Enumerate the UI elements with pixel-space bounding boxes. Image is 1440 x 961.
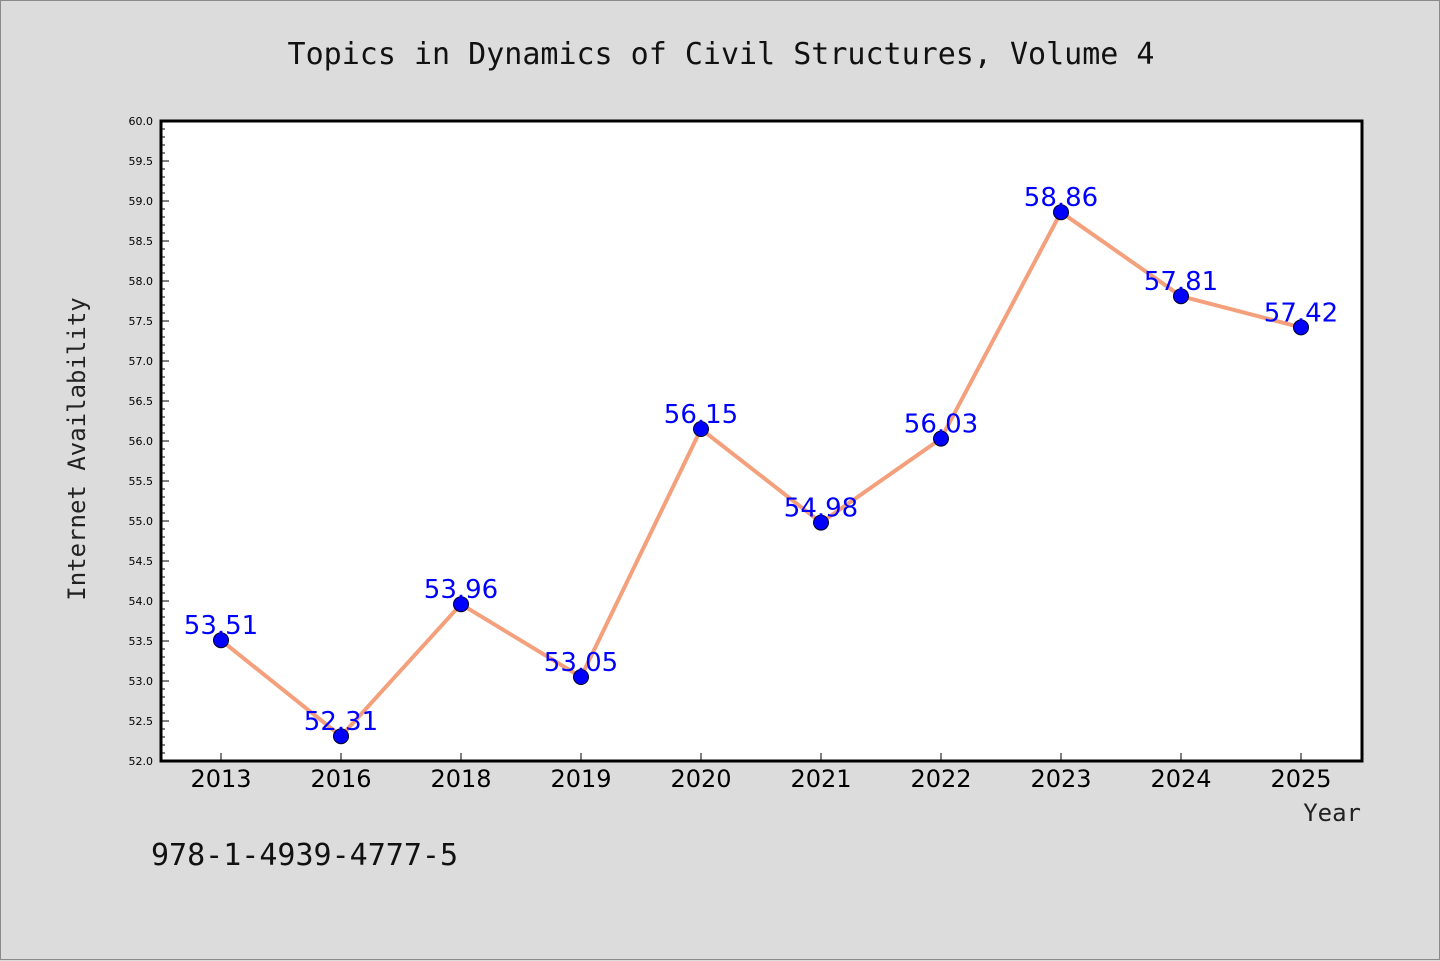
y-tick-label: 56.0 bbox=[129, 435, 154, 448]
data-label: 57.42 bbox=[1264, 298, 1338, 328]
data-label: 52.31 bbox=[304, 707, 378, 737]
x-tick-label: 2021 bbox=[790, 765, 851, 793]
x-tick-label: 2020 bbox=[670, 765, 731, 793]
data-point bbox=[1053, 204, 1069, 221]
data-label: 53.96 bbox=[424, 575, 498, 605]
x-tick-label: 2023 bbox=[1030, 765, 1091, 793]
data-label: 57.81 bbox=[1144, 267, 1218, 297]
data-label: 53.05 bbox=[544, 648, 618, 678]
x-tick-label: 2018 bbox=[430, 765, 491, 793]
x-tick-label: 2019 bbox=[550, 765, 611, 793]
x-tick-label: 2022 bbox=[910, 765, 971, 793]
data-point bbox=[933, 430, 949, 447]
series-line bbox=[219, 210, 1302, 739]
y-tick-label: 53.5 bbox=[129, 635, 154, 648]
y-tick-label: 56.5 bbox=[129, 395, 154, 408]
data-label: 56.15 bbox=[664, 400, 738, 430]
y-axis: 52.0 52.5 53.0 53.5 54.0 54.5 55.0 55.5 56.0 56.5… bbox=[129, 115, 169, 768]
x-tick-label: 2013 bbox=[190, 765, 251, 793]
x-axis: 2013 2016 2018 2019 2020 2021 2022 2023 2024 2025 bbox=[190, 753, 1332, 793]
y-tick-label: 59.5 bbox=[129, 155, 154, 168]
data-label: 56.03 bbox=[904, 410, 978, 440]
data-point bbox=[573, 669, 589, 685]
data-point bbox=[693, 421, 709, 437]
y-tick-label: 53.0 bbox=[129, 675, 154, 688]
data-point bbox=[813, 514, 829, 531]
data-labels: 53.51 52.31 53.96 53.05 56.15 54.98 56.03 58.86… bbox=[184, 183, 1338, 737]
isbn-footer: 978-1-4939-4777-5 bbox=[151, 838, 458, 873]
data-point bbox=[1293, 319, 1309, 336]
y-axis-label: Internet Availability bbox=[63, 297, 91, 600]
y-tick-label: 52.5 bbox=[129, 715, 154, 728]
y-tick-label: 55.0 bbox=[129, 515, 154, 528]
data-point bbox=[213, 632, 229, 649]
y-tick-label: 57.5 bbox=[129, 315, 154, 328]
x-tick-label: 2016 bbox=[310, 765, 371, 793]
y-tick-label: 58.5 bbox=[129, 235, 154, 248]
y-tick-label: 57.0 bbox=[129, 355, 154, 368]
data-label: 58.86 bbox=[1024, 183, 1098, 213]
y-tick-label: 54.5 bbox=[129, 555, 154, 568]
x-tick-label: 2025 bbox=[1270, 765, 1331, 793]
data-point bbox=[1173, 288, 1189, 305]
chart-title: Topics in Dynamics of Civil Structures, … bbox=[288, 37, 1155, 72]
x-axis-label: Year bbox=[1303, 799, 1361, 827]
y-tick-label: 55.5 bbox=[129, 475, 154, 488]
y-tick-label: 54.0 bbox=[129, 595, 154, 608]
y-tick-label: 60.0 bbox=[129, 115, 154, 128]
data-label: 54.98 bbox=[784, 494, 858, 524]
plot-area bbox=[159, 119, 1364, 763]
x-tick-label: 2024 bbox=[1150, 765, 1211, 793]
data-label: 53.51 bbox=[184, 611, 258, 641]
y-tick-label: 52.0 bbox=[129, 755, 154, 768]
data-point bbox=[453, 596, 469, 613]
data-point bbox=[333, 728, 349, 745]
y-tick-label: 59.0 bbox=[129, 195, 154, 208]
series-line-group bbox=[213, 204, 1309, 745]
y-tick-label: 58.0 bbox=[129, 275, 154, 288]
